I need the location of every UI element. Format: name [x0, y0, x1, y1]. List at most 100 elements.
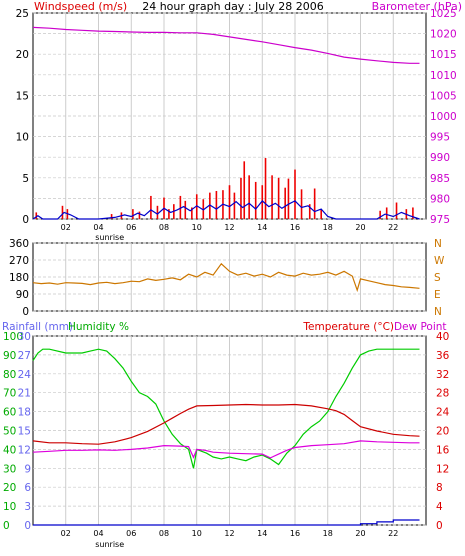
rainfall-line: [33, 519, 420, 526]
y2-axis-title: Barometer (hPa): [372, 0, 462, 13]
x-tick-label: 10: [192, 223, 202, 232]
dewpoint-line: [32, 440, 420, 459]
x-tick-label: 20: [355, 223, 365, 232]
direction-compass-label: S: [434, 272, 441, 284]
y-tick-label: 25: [16, 8, 29, 20]
temperature-tick-label: 20: [436, 426, 449, 438]
x-tick-label: 18: [323, 529, 333, 538]
temperature-humidity-panel: Rainfall (mm)Humidity % Temperature (°C) D…: [2, 321, 450, 549]
humidity-tick-label: 40: [3, 444, 16, 456]
temperature-tick-label: 36: [436, 350, 450, 362]
x-tick-label: 02: [61, 223, 71, 232]
y2-tick-label: 1015: [430, 49, 457, 61]
temperature-tick-label: 12: [436, 463, 449, 475]
x-tick-label: 10: [192, 529, 202, 538]
barometer-line: [32, 26, 420, 64]
x-tick-label: 14: [257, 529, 267, 538]
y-tick-label: 5: [22, 173, 29, 185]
x-tick-label: 08: [159, 223, 169, 232]
humidity-tick-label: 0: [3, 520, 10, 532]
x-tick-label: 22: [388, 223, 398, 232]
temperature-axis-title: Temperature (°C): [302, 321, 394, 333]
x-tick-label: 08: [159, 529, 169, 538]
y2-tick-label: 995: [430, 132, 450, 144]
wind-direction-line: [32, 262, 420, 293]
humidity-line: [32, 348, 420, 469]
x-tick-label: 22: [388, 529, 398, 538]
wind-average-line: [32, 200, 420, 220]
direction-compass-label: W: [434, 255, 445, 267]
x-tick-label: 12: [224, 529, 234, 538]
rainfall-tick-label: 3: [24, 501, 31, 513]
temperature-tick-label: 40: [436, 331, 449, 343]
temperature-tick-label: 28: [436, 388, 449, 400]
x-tick-label: 06: [126, 223, 136, 232]
x-tick-label: 16: [290, 529, 300, 538]
direction-degree-label: 270: [9, 255, 29, 267]
rainfall-tick-label: 9: [24, 463, 31, 475]
humidity-tick-label: 70: [3, 388, 16, 400]
rainfall-tick-label: 24: [18, 369, 32, 381]
x-tick-label: 14: [257, 223, 267, 232]
temperature-tick-label: 16: [436, 444, 450, 456]
temperature-tick-label: 24: [436, 407, 450, 419]
x-tick-label: 04: [93, 223, 103, 232]
rainfall-tick-label: 0: [24, 520, 31, 532]
direction-degree-label: 180: [9, 272, 29, 284]
rainfall-tick-label: 27: [18, 350, 31, 362]
x-tick-label: 18: [323, 223, 333, 232]
sunrise-label: sunrise: [95, 540, 124, 549]
humidity-tick-label: 90: [3, 350, 16, 362]
x-tick-label: 04: [93, 529, 103, 538]
rainfall-tick-label: 6: [24, 482, 31, 494]
direction-degree-label: 90: [16, 289, 29, 301]
temperature-line: [32, 403, 420, 445]
temperature-tick-label: 4: [436, 501, 443, 513]
x-tick-label: 06: [126, 529, 136, 538]
rainfall-axis-title: Rainfall (mm): [2, 321, 73, 333]
wind-barometer-panel: 24 hour graph day : July 28 2006 Windspee…: [16, 0, 462, 242]
y-axis-title: Windspeed (m/s): [34, 0, 127, 13]
y2-tick-label: 980: [430, 193, 450, 205]
sunrise-label: sunrise: [95, 233, 124, 242]
y2-tick-label: 1025: [430, 8, 457, 20]
chart-title: 24 hour graph day : July 28 2006: [142, 0, 324, 13]
rainfall-tick-label: 12: [18, 444, 31, 456]
humidity-tick-label: 30: [3, 463, 16, 475]
y2-tick-label: 1005: [430, 90, 457, 102]
humidity-tick-label: 80: [3, 369, 16, 381]
y2-tick-label: 1000: [430, 111, 457, 123]
x-tick-label: 02: [61, 529, 71, 538]
y-tick-label: 20: [16, 49, 29, 61]
y-tick-label: 10: [16, 132, 29, 144]
direction-degree-label: 360: [9, 238, 29, 250]
dewpoint-axis-title: Dew Point: [394, 321, 447, 333]
humidity-tick-label: 10: [3, 501, 16, 513]
temperature-tick-label: 8: [436, 482, 443, 494]
direction-compass-label: N: [434, 238, 442, 250]
temperature-tick-label: 0: [436, 520, 443, 532]
y2-tick-label: 975: [430, 214, 450, 226]
x-tick-label: 16: [290, 223, 300, 232]
y2-tick-label: 985: [430, 173, 450, 185]
y2-tick-label: 1020: [430, 29, 457, 41]
y-tick-label: 15: [16, 90, 29, 102]
wind-direction-panel: 0 N 90 E 180 S 270 W 360 N: [9, 238, 445, 318]
temperature-tick-label: 32: [436, 369, 449, 381]
y2-tick-label: 1010: [430, 70, 457, 82]
y2-tick-label: 990: [430, 152, 450, 164]
y-tick-label: 0: [22, 214, 29, 226]
humidity-tick-label: 50: [3, 426, 16, 438]
humidity-tick-label: 20: [3, 482, 16, 494]
rainfall-tick-label: 30: [18, 331, 31, 343]
rainfall-tick-label: 21: [18, 388, 31, 400]
rainfall-tick-label: 15: [18, 426, 31, 438]
rainfall-tick-label: 18: [18, 407, 31, 419]
direction-compass-label: N: [434, 306, 442, 318]
humidity-tick-label: 100: [3, 331, 23, 343]
x-tick-label: 12: [224, 223, 234, 232]
humidity-axis-title: Humidity %: [68, 321, 129, 333]
direction-degree-label: 0: [22, 306, 29, 318]
direction-compass-label: E: [434, 289, 441, 301]
